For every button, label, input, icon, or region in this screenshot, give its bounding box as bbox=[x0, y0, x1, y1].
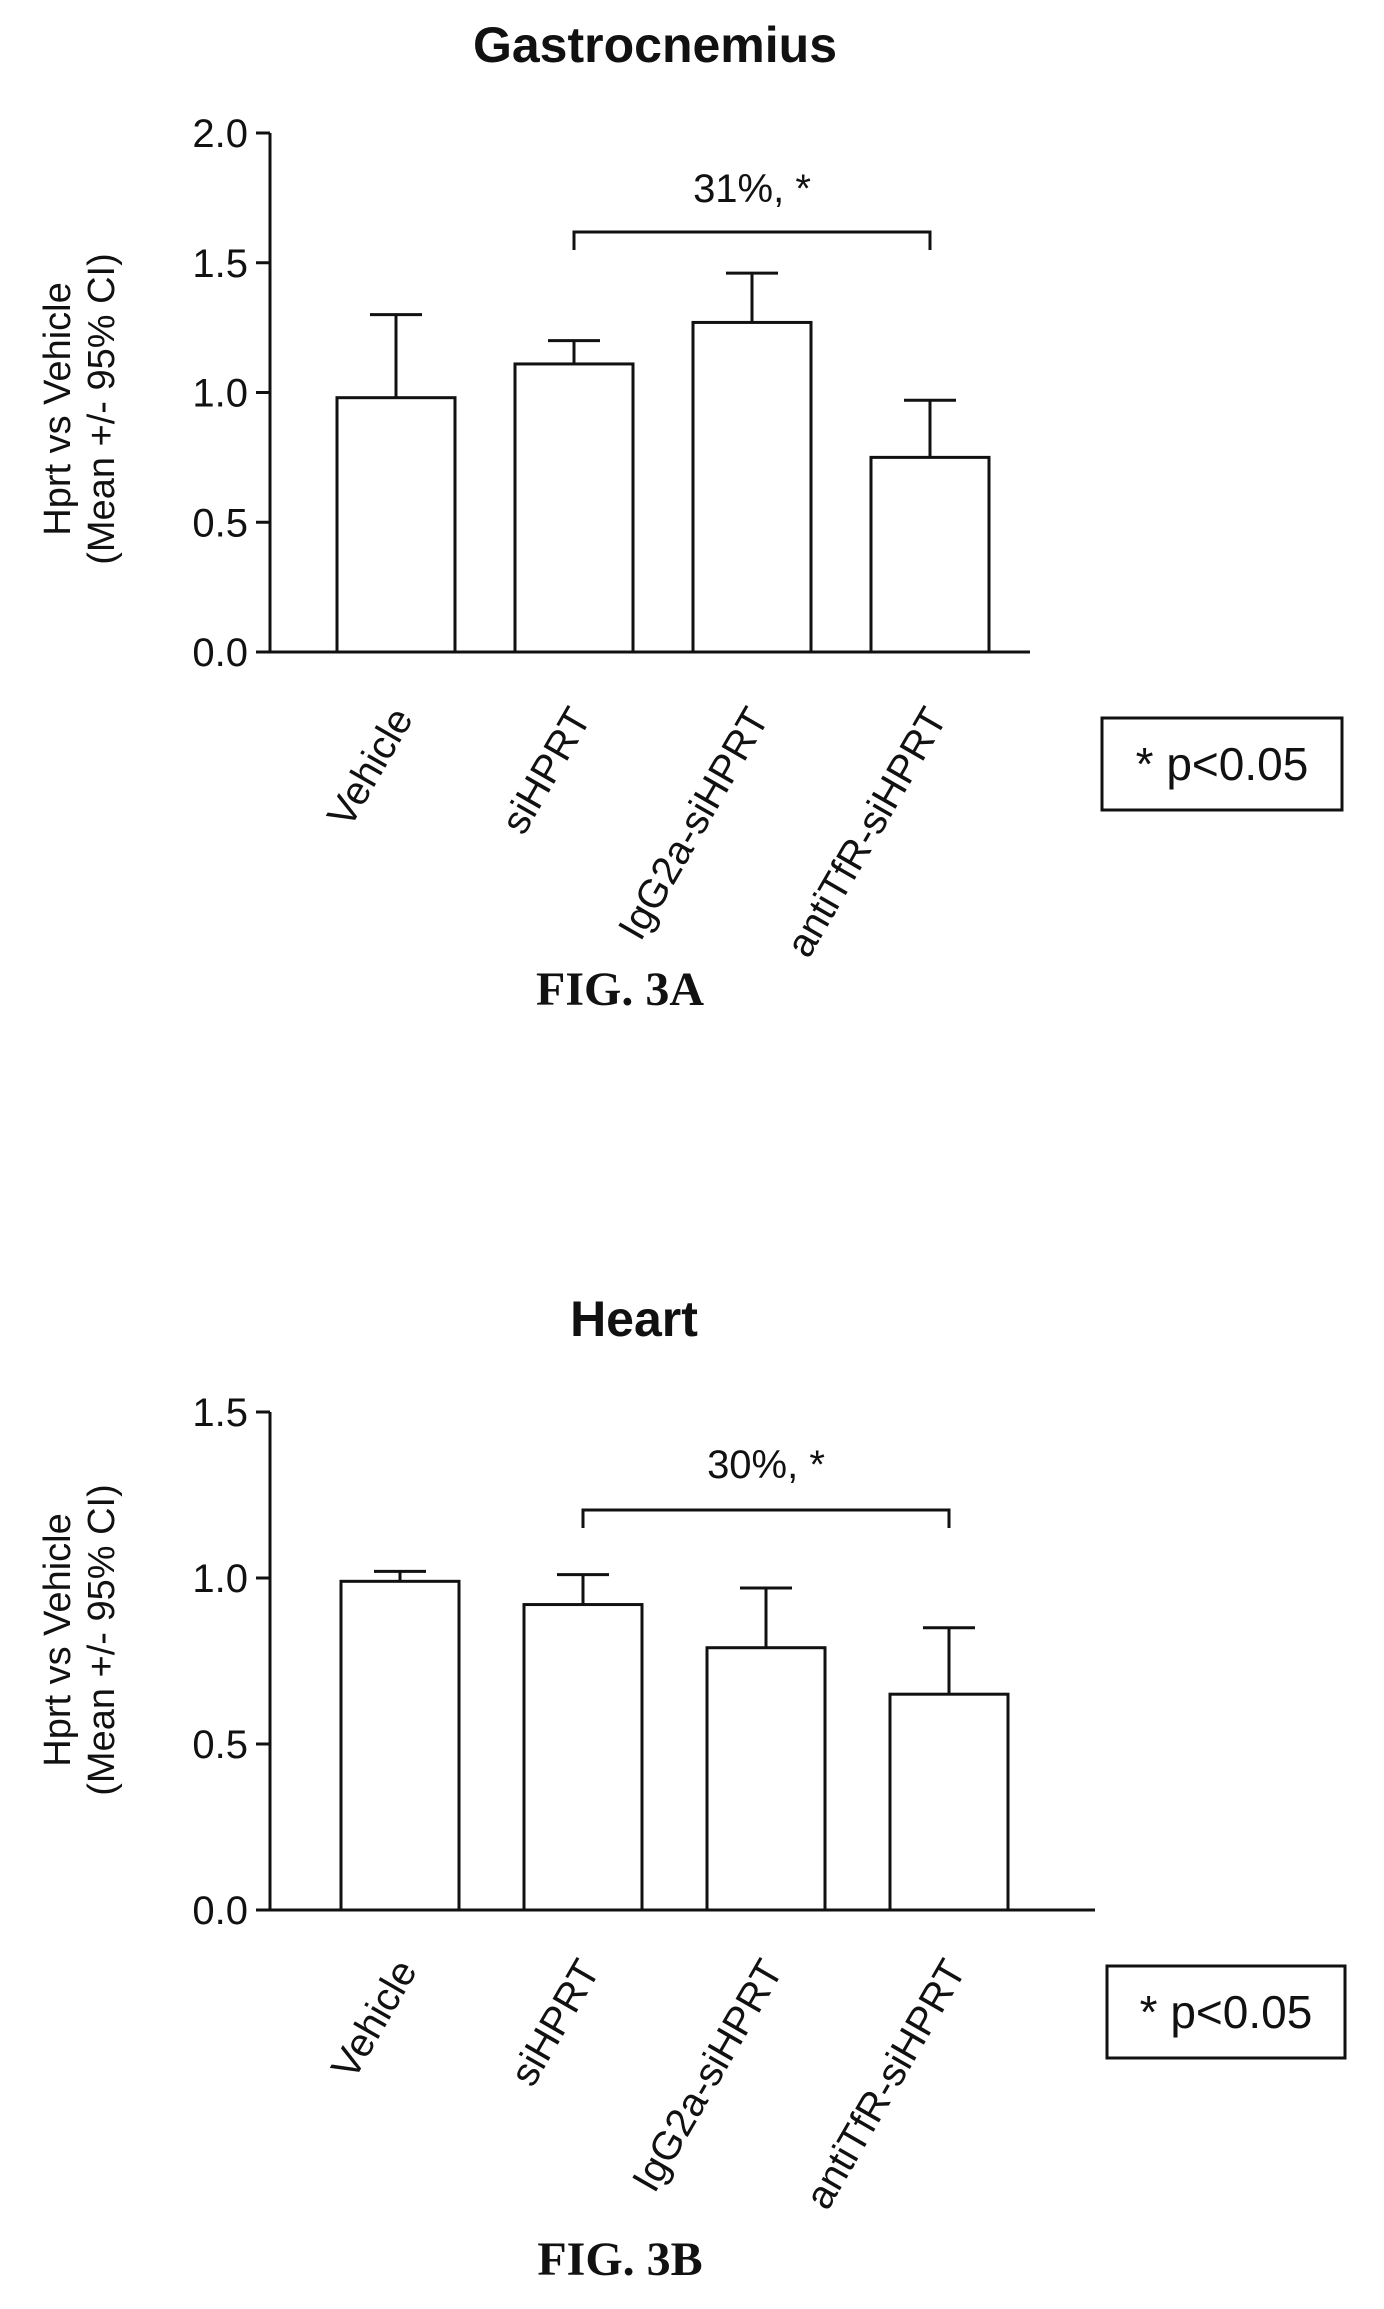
bars bbox=[339, 1569, 1010, 1912]
chart-gastrocnemius: Gastrocnemius Hprt vs Vehicle (Mean +/- … bbox=[37, 17, 1344, 1016]
significance-bracket bbox=[572, 230, 932, 250]
chart-heart: Heart Hprt vs Vehicle (Mean +/- 95% CI) … bbox=[37, 1291, 1347, 2286]
y-tick-label: 1.0 bbox=[192, 1557, 248, 1601]
y-tick-label: 2.0 bbox=[192, 112, 248, 156]
y-axis-label: Hprt vs Vehicle (Mean +/- 95% CI) bbox=[37, 253, 123, 565]
bar bbox=[691, 320, 813, 654]
y-tick-label: 1.0 bbox=[192, 372, 248, 416]
figure-caption: FIG. 3A bbox=[536, 963, 704, 1016]
category-label: antiTfR-siHPRT bbox=[778, 701, 956, 965]
category-label: Vehicle bbox=[323, 1953, 426, 2087]
chart-title: Gastrocnemius bbox=[473, 17, 837, 73]
significance-annotation: 30%, * bbox=[707, 1443, 825, 1487]
chart-title: Heart bbox=[570, 1291, 698, 1347]
figure-caption: FIG. 3B bbox=[537, 2233, 702, 2286]
bar bbox=[335, 396, 457, 654]
y-tick-label: 0.5 bbox=[192, 1723, 248, 1767]
p-value-note: * p<0.05 bbox=[1136, 738, 1309, 790]
y-axis-label-line-1: Hprt vs Vehicle bbox=[37, 1513, 79, 1766]
significance-annotation: 31%, * bbox=[693, 167, 811, 211]
category-label: IgG2a-siHPRT bbox=[610, 701, 778, 948]
category-label: IgG2a-siHPRT bbox=[624, 1953, 792, 2200]
category-labels: Vehicle siHPRT IgG2a-siHPRT antiTfR-siHPRT bbox=[319, 701, 956, 965]
bar bbox=[522, 1603, 644, 1912]
bar bbox=[339, 1579, 461, 1912]
y-ticks: 0.0 0.5 1.0 1.5 2.0 bbox=[192, 112, 270, 675]
y-axis-label-line-2: (Mean +/- 95% CI) bbox=[81, 1484, 123, 1796]
y-tick-label: 1.5 bbox=[192, 242, 248, 286]
significance-bracket bbox=[581, 1508, 951, 1528]
bar bbox=[513, 362, 635, 654]
bar bbox=[888, 1692, 1010, 1912]
y-axis-label-line-2: (Mean +/- 95% CI) bbox=[81, 253, 123, 565]
category-label: siHPRT bbox=[493, 701, 600, 842]
bars bbox=[335, 271, 991, 654]
p-value-box bbox=[1105, 1964, 1347, 2060]
y-axis-label: Hprt vs Vehicle (Mean +/- 95% CI) bbox=[37, 1484, 123, 1796]
bar bbox=[869, 455, 991, 654]
y-tick-label: 1.5 bbox=[192, 1391, 248, 1435]
y-axis-label-line-1: Hprt vs Vehicle bbox=[37, 282, 79, 535]
p-value-note: * p<0.05 bbox=[1140, 1986, 1313, 2038]
p-value-box bbox=[1100, 716, 1344, 812]
y-tick-label: 0.5 bbox=[192, 501, 248, 545]
category-label: siHPRT bbox=[502, 1953, 609, 2094]
category-labels: Vehicle siHPRT IgG2a-siHPRT antiTfR-siHPRT bbox=[323, 1953, 975, 2217]
bar bbox=[705, 1646, 827, 1912]
category-label: antiTfR-siHPRT bbox=[797, 1953, 975, 2217]
y-ticks: 0.0 0.5 1.0 1.5 bbox=[192, 1391, 270, 1933]
y-tick-label: 0.0 bbox=[192, 1889, 248, 1933]
y-tick-label: 0.0 bbox=[192, 631, 248, 675]
category-label: Vehicle bbox=[319, 701, 422, 835]
